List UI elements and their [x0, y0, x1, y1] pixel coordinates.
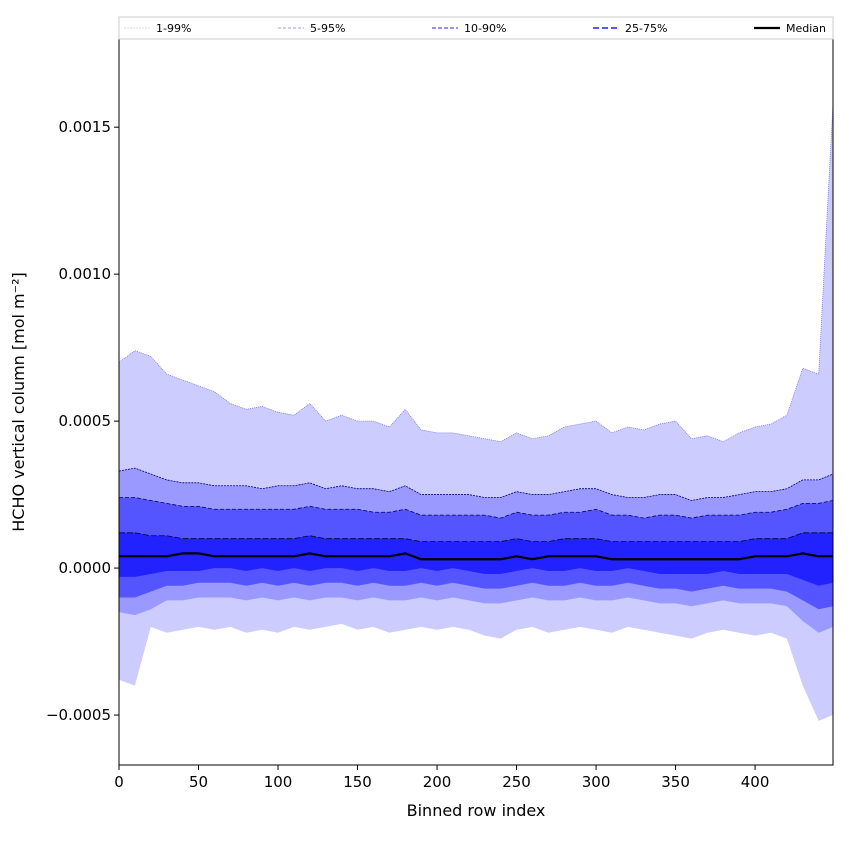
bands-layer — [119, 103, 833, 721]
band-upper-line-1-99% — [119, 103, 833, 443]
legend-box — [118, 16, 834, 40]
x-axis-label: Binned row index — [407, 801, 546, 820]
legend-label: 10-90% — [464, 22, 506, 35]
median-line — [119, 552, 833, 561]
legend-label: Median — [786, 22, 826, 35]
x-tick-label: 100 — [264, 773, 293, 791]
legend-label: 5-95% — [310, 22, 345, 35]
x-tick-label: 0 — [114, 773, 124, 791]
y-tick-label: 0.0000 — [59, 559, 112, 577]
legend-label: 1-99% — [156, 22, 191, 35]
y-tick-label: −0.0005 — [46, 706, 111, 724]
x-tick-label: 350 — [661, 773, 690, 791]
y-axis: −0.0005 0.0000 0.0005 0.0010 0.0015 — [46, 118, 119, 724]
y-tick-label: 0.0015 — [59, 118, 112, 136]
y-tick-label: 0.0010 — [59, 265, 112, 283]
y-tick-label: 0.0005 — [59, 412, 112, 430]
x-tick-label: 250 — [502, 773, 531, 791]
x-axis: 0 50 100 150 200 250 300 350 400 — [114, 765, 769, 791]
band-upper-line-10-90% — [119, 497, 833, 519]
x-tick-label: 50 — [189, 773, 208, 791]
x-tick-label: 150 — [343, 773, 372, 791]
band-upper-line-5-95% — [119, 467, 833, 501]
band-1-99% — [119, 103, 833, 721]
legend: 1-99% 5-95% 10-90% 25-75% Median — [118, 16, 834, 40]
x-tick-label: 200 — [423, 773, 452, 791]
legend-label: 25-75% — [625, 22, 667, 35]
y-axis-label: HCHO vertical column [mol m⁻²] — [9, 272, 28, 531]
x-tick-label: 300 — [582, 773, 611, 791]
x-tick-label: 400 — [741, 773, 770, 791]
